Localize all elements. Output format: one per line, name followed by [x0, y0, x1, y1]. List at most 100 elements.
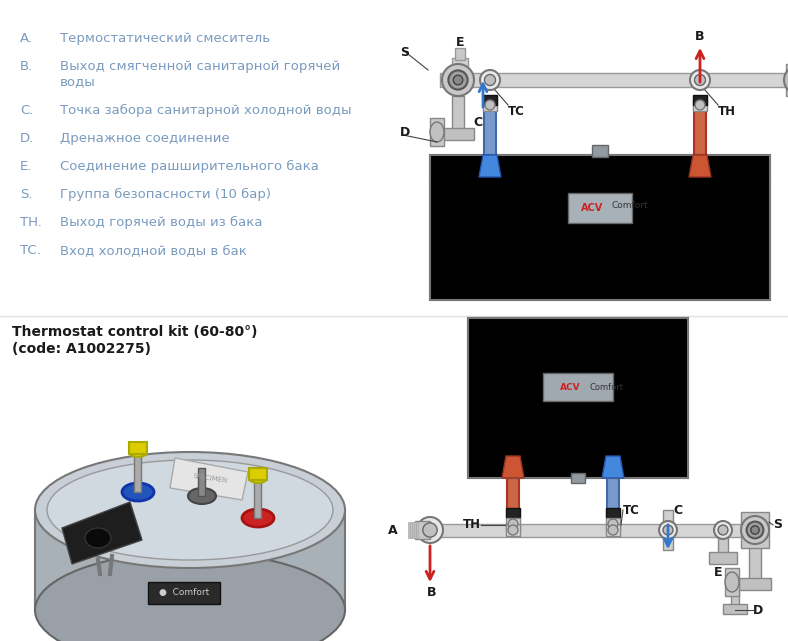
Ellipse shape [129, 447, 147, 457]
Ellipse shape [695, 100, 705, 110]
Text: B: B [695, 29, 704, 42]
Text: TH: TH [718, 105, 736, 118]
Bar [430, 183, 770, 300]
Text: C: C [474, 116, 482, 129]
Bar [507, 516, 519, 530]
Bar [606, 524, 620, 536]
Bar [455, 48, 465, 60]
Bar [694, 105, 706, 155]
Ellipse shape [85, 528, 111, 548]
Bar [741, 512, 769, 548]
Bar [607, 516, 619, 530]
Text: Термостатический смеситель: Термостатический смеситель [60, 32, 270, 45]
Text: SPECIMEN: SPECIMEN [192, 472, 228, 483]
Bar [472, 340, 684, 478]
Text: Соединение рашширительного бака: Соединение рашширительного бака [60, 160, 319, 173]
Polygon shape [602, 456, 624, 478]
Polygon shape [479, 155, 501, 177]
Bar [199, 468, 206, 496]
Ellipse shape [690, 70, 710, 90]
Bar [749, 544, 761, 585]
Text: TH.: TH. [20, 216, 42, 229]
Text: Выход смягченной санитарной горячей: Выход смягченной санитарной горячей [60, 60, 340, 73]
Text: D: D [753, 603, 764, 617]
Bar [718, 536, 728, 560]
Ellipse shape [423, 523, 437, 537]
Bar [135, 454, 142, 492]
Ellipse shape [47, 460, 333, 560]
Bar [468, 318, 688, 340]
Ellipse shape [417, 517, 443, 543]
Polygon shape [502, 456, 524, 478]
Text: ACV: ACV [559, 383, 580, 392]
Bar [663, 510, 673, 550]
Bar [414, 522, 416, 538]
Bar [507, 478, 519, 516]
Text: E.: E. [20, 160, 32, 173]
Ellipse shape [725, 572, 739, 592]
Bar [430, 118, 444, 146]
Ellipse shape [122, 483, 154, 501]
Bar [506, 518, 520, 530]
Ellipse shape [784, 66, 788, 94]
Ellipse shape [718, 525, 728, 535]
Text: Дренажное соединение: Дренажное соединение [60, 132, 230, 145]
Bar [606, 508, 620, 518]
Bar [430, 155, 770, 183]
Ellipse shape [508, 519, 518, 529]
Text: TC: TC [623, 503, 640, 517]
Bar [452, 58, 468, 70]
Polygon shape [689, 155, 711, 177]
Ellipse shape [659, 521, 677, 539]
Ellipse shape [508, 525, 518, 535]
Bar [731, 588, 739, 610]
Text: E: E [714, 565, 723, 578]
Text: C: C [673, 503, 682, 517]
Text: E: E [455, 35, 464, 49]
Bar [786, 64, 788, 96]
Text: Вход холодной воды в бак: Вход холодной воды в бак [60, 244, 247, 257]
Bar [468, 318, 688, 478]
Ellipse shape [242, 509, 274, 527]
Bar [607, 478, 619, 516]
Ellipse shape [448, 71, 467, 90]
Bar [723, 604, 747, 614]
Ellipse shape [442, 64, 474, 96]
Bar [592, 145, 608, 157]
Text: B.: B. [20, 60, 33, 73]
Ellipse shape [746, 522, 764, 538]
Text: Thermostat control kit (60-80°): Thermostat control kit (60-80°) [12, 325, 258, 339]
Bar [35, 510, 345, 610]
Text: A.: A. [20, 32, 33, 45]
Bar [484, 105, 496, 155]
Bar [255, 480, 262, 518]
Text: S: S [773, 519, 782, 531]
Bar [506, 524, 520, 536]
Bar [416, 522, 418, 538]
Text: (code: A1002275): (code: A1002275) [12, 342, 151, 356]
Ellipse shape [751, 526, 759, 534]
Bar [693, 95, 707, 105]
Bar [676, 378, 684, 418]
Text: Comfort: Comfort [590, 383, 624, 392]
Bar [410, 522, 412, 538]
Text: Точка забора санитарной холодной воды: Точка забора санитарной холодной воды [60, 104, 351, 117]
Ellipse shape [480, 70, 500, 90]
Ellipse shape [453, 75, 463, 85]
Ellipse shape [741, 516, 769, 544]
Text: S.: S. [20, 188, 32, 201]
Ellipse shape [188, 488, 216, 504]
Bar [415, 521, 430, 539]
Bar [571, 473, 585, 483]
Bar [483, 95, 497, 105]
Bar [129, 442, 147, 454]
Ellipse shape [714, 521, 732, 539]
Bar [415, 524, 765, 537]
Bar [452, 96, 464, 135]
Text: ●  Comfort: ● Comfort [159, 588, 209, 597]
Bar [506, 508, 520, 518]
Text: B: B [427, 585, 437, 599]
Bar [440, 73, 788, 87]
Ellipse shape [35, 552, 345, 641]
Bar [442, 128, 474, 140]
